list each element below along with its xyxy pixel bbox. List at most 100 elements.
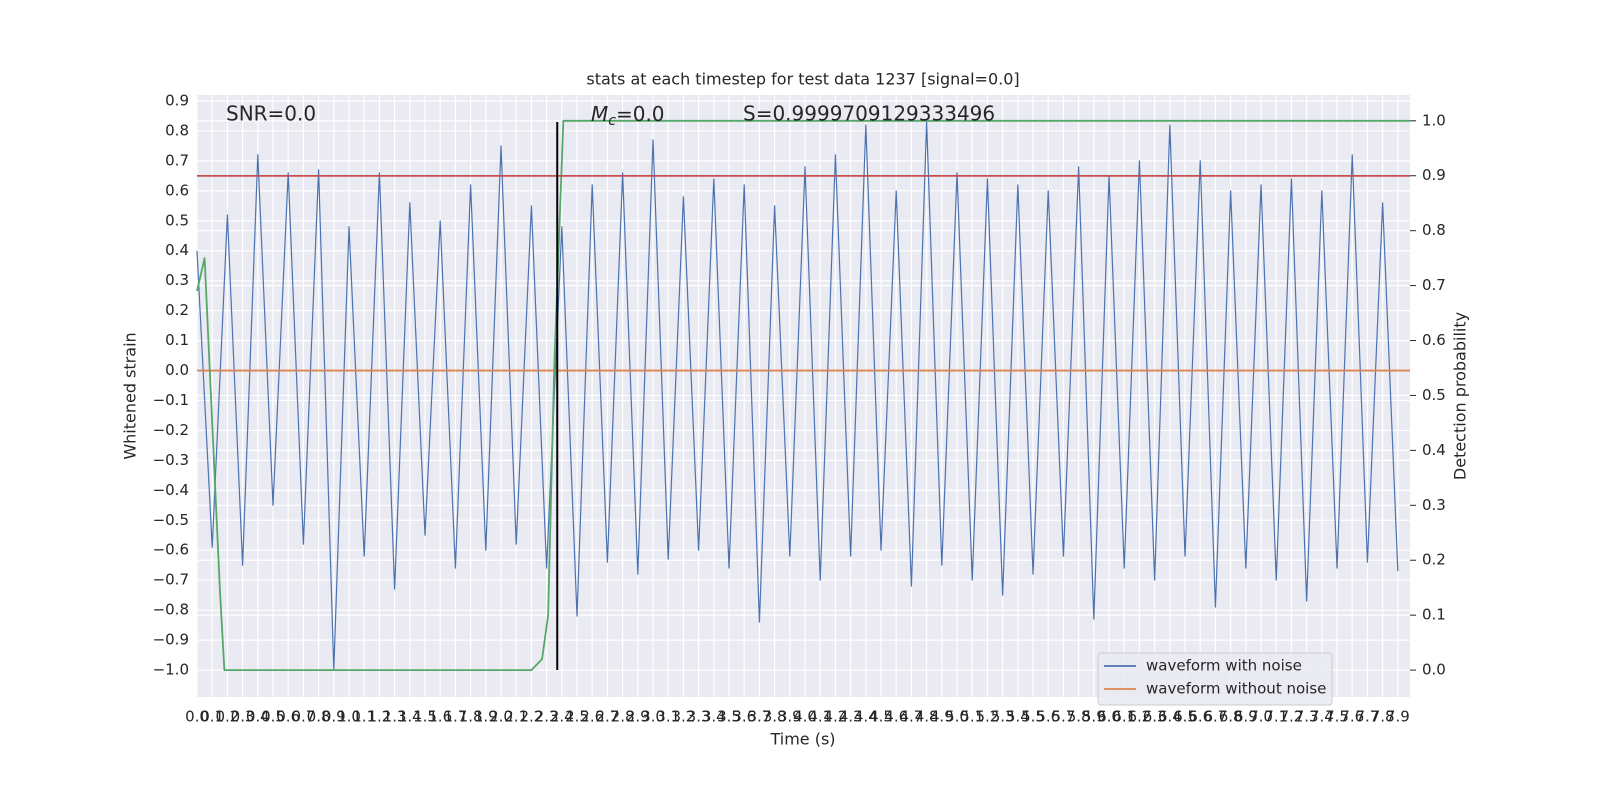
y-tick-label: −0.8 <box>153 601 189 619</box>
x-tick-label: 7.9 <box>1386 708 1410 726</box>
y-axis-label: Whitened strain <box>121 332 140 459</box>
x-tick-label: 1.6 <box>428 708 452 726</box>
y-tick-label: −0.3 <box>153 451 189 469</box>
x-tick-label: 5.0 <box>945 708 969 726</box>
x-tick-label: 7.2 <box>1280 708 1304 726</box>
annotation-symbol: M <box>591 102 608 126</box>
legend-box <box>1097 652 1333 706</box>
x-tick-label: 3.3 <box>687 708 711 726</box>
marks <box>196 119 1410 671</box>
x-tick-label: 7.0 <box>1249 708 1273 726</box>
x-tick-label: 2.1 <box>504 708 528 726</box>
x-tick-label: 7.7 <box>1356 708 1380 726</box>
y-tick-label: −0.2 <box>153 421 189 439</box>
x-tick-label: 0.8 <box>307 708 331 726</box>
x-tick-label: 0.0 <box>185 708 209 726</box>
x-tick-label: 2.7 <box>595 708 619 726</box>
x-tick-label: 4.3 <box>839 708 863 726</box>
x-tick-label: 6.2 <box>1128 708 1152 726</box>
x-tick-label: 7.4 <box>1310 708 1334 726</box>
x-tick-label: 2.8 <box>611 708 635 726</box>
annotation: Mc=0.0 <box>591 102 665 130</box>
x-tick-label: 1.3 <box>383 708 407 726</box>
y2-tick-label: 1.0 <box>1422 111 1446 129</box>
x-tick-label: 2.6 <box>580 708 604 726</box>
x-tick-label: 0.4 <box>246 708 270 726</box>
x-tick-label: 2.9 <box>626 708 650 726</box>
y2-tick-label: 0.7 <box>1422 276 1446 294</box>
x-tick-label: 4.7 <box>899 708 923 726</box>
x-tick-label: 6.6 <box>1188 708 1212 726</box>
y-tick-label: 0.1 <box>165 331 189 349</box>
x-tick-label: 5.2 <box>975 708 999 726</box>
ticks: −1.0 −0.9 −0.8 −0.7 −0.6 −0.5 −0.4 −0.3 −0.2 −0.1… <box>153 91 1446 725</box>
x-tick-label: 4.0 <box>793 708 817 726</box>
x-tick-label: 5.9 <box>1082 708 1106 726</box>
x-tick-label: 0.5 <box>261 708 285 726</box>
legend-label: waveform without noise <box>1146 680 1326 698</box>
x-tick-label: 3.7 <box>747 708 771 726</box>
x-tick-label: 1.9 <box>474 708 498 726</box>
y-tick-label: 0.6 <box>165 181 189 199</box>
y-tick-label: −0.4 <box>153 481 189 499</box>
x-tick-label: 4.1 <box>808 708 832 726</box>
legend-label: waveform with noise <box>1146 657 1302 675</box>
x-tick-label: 3.0 <box>641 708 665 726</box>
x-tick-label: 4.4 <box>854 708 878 726</box>
x-tick-label: 3.5 <box>717 708 741 726</box>
y2-tick-label: 0.1 <box>1422 606 1446 624</box>
y-tick-label: −0.9 <box>153 631 189 649</box>
x-axis-label: Time (s) <box>769 730 835 749</box>
x-tick-label: 0.6 <box>276 708 300 726</box>
x-tick-label: 6.5 <box>1173 708 1197 726</box>
legend: waveform with noise waveform without nois… <box>1097 652 1333 706</box>
x-tick-label: 6.7 <box>1204 708 1228 726</box>
x-tick-label: 0.3 <box>231 708 255 726</box>
y-tick-label: 0.7 <box>165 151 189 169</box>
x-tick-label: 2.5 <box>565 708 589 726</box>
x-tick-label: 1.8 <box>459 708 483 726</box>
y-tick-label: 0.2 <box>165 301 189 319</box>
x-tick-label: 6.0 <box>1097 708 1121 726</box>
x-tick-label: 7.8 <box>1371 708 1395 726</box>
y-tick-label: 0.8 <box>165 121 189 139</box>
y2-tick-label: 0.4 <box>1422 441 1446 459</box>
x-tick-label: 5.8 <box>1067 708 1091 726</box>
x-tick-label: 5.7 <box>1051 708 1075 726</box>
x-tick-label: 4.2 <box>823 708 847 726</box>
x-tick-label: 3.8 <box>763 708 787 726</box>
annotation-text: =0.0 <box>616 102 665 126</box>
y-tick-label: −1.0 <box>153 661 189 679</box>
x-tick-label: 6.3 <box>1143 708 1167 726</box>
x-tick-label: 3.1 <box>656 708 680 726</box>
y-tick-label: −0.5 <box>153 511 189 529</box>
x-tick-label: 6.8 <box>1219 708 1243 726</box>
x-tick-label: 0.7 <box>291 708 315 726</box>
x-tick-label: 6.4 <box>1158 708 1182 726</box>
x-tick-label: 7.5 <box>1325 708 1349 726</box>
x-tick-label: 3.4 <box>702 708 726 726</box>
x-tick-label: 3.9 <box>778 708 802 726</box>
x-tick-label: 5.5 <box>1021 708 1045 726</box>
annotation: SNR=0.0 <box>226 102 316 126</box>
y2-tick-label: 0.8 <box>1422 221 1446 239</box>
x-tick-label: 6.9 <box>1234 708 1258 726</box>
x-tick-label: 4.5 <box>869 708 893 726</box>
x-tick-label: 4.6 <box>884 708 908 726</box>
x-tick-label: 4.9 <box>930 708 954 726</box>
y-tick-label: 0.9 <box>165 91 189 109</box>
y2-tick-label: 0.5 <box>1422 386 1446 404</box>
x-tick-label: 1.4 <box>398 708 422 726</box>
y2-tick-label: 0.3 <box>1422 496 1446 514</box>
y2-tick-label: 0.6 <box>1422 331 1446 349</box>
y2-tick-label: 0.0 <box>1422 661 1446 679</box>
y-tick-label: −0.6 <box>153 541 189 559</box>
x-tick-label: 7.3 <box>1295 708 1319 726</box>
annotation-subscript: c <box>608 113 616 129</box>
y-tick-label: 0.0 <box>165 361 189 379</box>
y-tick-label: −0.1 <box>153 391 189 409</box>
x-tick-label: 7.1 <box>1264 708 1288 726</box>
x-tick-label: 1.2 <box>367 708 391 726</box>
x-tick-label: 0.2 <box>215 708 239 726</box>
